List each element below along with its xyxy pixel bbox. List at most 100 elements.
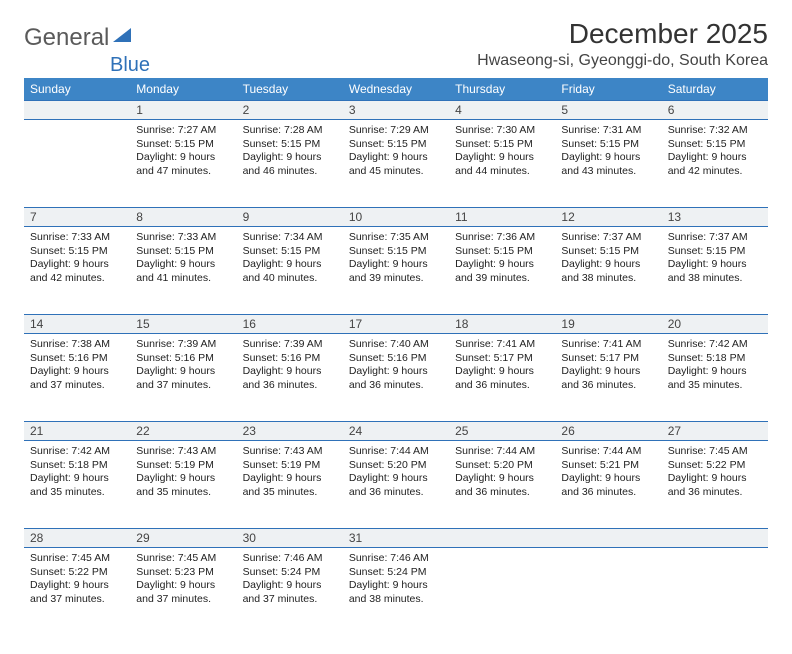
day-number-cell: 3 bbox=[343, 101, 449, 120]
day-number-cell: 17 bbox=[343, 315, 449, 334]
day-detail-cell bbox=[24, 120, 130, 208]
day-detail-text: Sunrise: 7:33 AMSunset: 5:15 PMDaylight:… bbox=[28, 229, 126, 288]
logo-text-blue: Blue bbox=[110, 54, 150, 77]
calendar-page: General December 2025 Hwaseong-si, Gyeon… bbox=[0, 0, 792, 654]
day-number-cell bbox=[24, 101, 130, 120]
weekday-header: Thursday bbox=[449, 78, 555, 101]
day-detail-text: Sunrise: 7:37 AMSunset: 5:15 PMDaylight:… bbox=[559, 229, 657, 288]
day-detail-cell: Sunrise: 7:34 AMSunset: 5:15 PMDaylight:… bbox=[237, 227, 343, 315]
day-detail-text: Sunrise: 7:28 AMSunset: 5:15 PMDaylight:… bbox=[241, 122, 339, 181]
calendar-table: SundayMondayTuesdayWednesdayThursdayFrid… bbox=[24, 78, 768, 636]
day-detail-cell: Sunrise: 7:45 AMSunset: 5:23 PMDaylight:… bbox=[130, 548, 236, 636]
day-detail-text: Sunrise: 7:42 AMSunset: 5:18 PMDaylight:… bbox=[666, 336, 764, 395]
day-detail-text: Sunrise: 7:44 AMSunset: 5:20 PMDaylight:… bbox=[453, 443, 551, 502]
day-number-cell: 12 bbox=[555, 208, 661, 227]
calendar-header-row: SundayMondayTuesdayWednesdayThursdayFrid… bbox=[24, 78, 768, 101]
day-detail-cell: Sunrise: 7:43 AMSunset: 5:19 PMDaylight:… bbox=[130, 441, 236, 529]
day-number-cell: 24 bbox=[343, 422, 449, 441]
day-detail-cell: Sunrise: 7:32 AMSunset: 5:15 PMDaylight:… bbox=[662, 120, 768, 208]
weekday-header: Friday bbox=[555, 78, 661, 101]
day-detail-cell bbox=[662, 548, 768, 636]
day-number-cell: 13 bbox=[662, 208, 768, 227]
weekday-header: Wednesday bbox=[343, 78, 449, 101]
day-number-row: 78910111213 bbox=[24, 208, 768, 227]
day-number-cell: 21 bbox=[24, 422, 130, 441]
day-number-row: 21222324252627 bbox=[24, 422, 768, 441]
day-detail-text: Sunrise: 7:33 AMSunset: 5:15 PMDaylight:… bbox=[134, 229, 232, 288]
day-detail-cell: Sunrise: 7:33 AMSunset: 5:15 PMDaylight:… bbox=[24, 227, 130, 315]
day-detail-text: Sunrise: 7:35 AMSunset: 5:15 PMDaylight:… bbox=[347, 229, 445, 288]
day-detail-cell bbox=[555, 548, 661, 636]
day-detail-text: Sunrise: 7:41 AMSunset: 5:17 PMDaylight:… bbox=[453, 336, 551, 395]
day-number-cell: 28 bbox=[24, 529, 130, 548]
day-detail-cell: Sunrise: 7:39 AMSunset: 5:16 PMDaylight:… bbox=[130, 334, 236, 422]
day-number-cell: 16 bbox=[237, 315, 343, 334]
day-detail-text: Sunrise: 7:39 AMSunset: 5:16 PMDaylight:… bbox=[241, 336, 339, 395]
day-detail-text: Sunrise: 7:36 AMSunset: 5:15 PMDaylight:… bbox=[453, 229, 551, 288]
day-number-cell: 25 bbox=[449, 422, 555, 441]
day-detail-text: Sunrise: 7:43 AMSunset: 5:19 PMDaylight:… bbox=[241, 443, 339, 502]
day-detail-text: Sunrise: 7:38 AMSunset: 5:16 PMDaylight:… bbox=[28, 336, 126, 395]
day-detail-cell: Sunrise: 7:46 AMSunset: 5:24 PMDaylight:… bbox=[237, 548, 343, 636]
day-number-cell: 22 bbox=[130, 422, 236, 441]
day-detail-text: Sunrise: 7:31 AMSunset: 5:15 PMDaylight:… bbox=[559, 122, 657, 181]
day-detail-cell: Sunrise: 7:35 AMSunset: 5:15 PMDaylight:… bbox=[343, 227, 449, 315]
day-detail-text: Sunrise: 7:30 AMSunset: 5:15 PMDaylight:… bbox=[453, 122, 551, 181]
day-number-cell: 4 bbox=[449, 101, 555, 120]
day-number-cell: 15 bbox=[130, 315, 236, 334]
day-number-cell: 10 bbox=[343, 208, 449, 227]
day-number-cell: 8 bbox=[130, 208, 236, 227]
day-number-cell: 27 bbox=[662, 422, 768, 441]
day-detail-row: Sunrise: 7:45 AMSunset: 5:22 PMDaylight:… bbox=[24, 548, 768, 636]
day-detail-cell: Sunrise: 7:44 AMSunset: 5:21 PMDaylight:… bbox=[555, 441, 661, 529]
day-number-cell: 31 bbox=[343, 529, 449, 548]
day-detail-cell: Sunrise: 7:40 AMSunset: 5:16 PMDaylight:… bbox=[343, 334, 449, 422]
day-number-cell: 1 bbox=[130, 101, 236, 120]
day-detail-text: Sunrise: 7:44 AMSunset: 5:21 PMDaylight:… bbox=[559, 443, 657, 502]
day-detail-row: Sunrise: 7:33 AMSunset: 5:15 PMDaylight:… bbox=[24, 227, 768, 315]
day-number-cell: 23 bbox=[237, 422, 343, 441]
day-detail-cell: Sunrise: 7:36 AMSunset: 5:15 PMDaylight:… bbox=[449, 227, 555, 315]
day-detail-cell: Sunrise: 7:41 AMSunset: 5:17 PMDaylight:… bbox=[449, 334, 555, 422]
weekday-header: Sunday bbox=[24, 78, 130, 101]
day-number-cell: 11 bbox=[449, 208, 555, 227]
day-detail-cell: Sunrise: 7:42 AMSunset: 5:18 PMDaylight:… bbox=[24, 441, 130, 529]
day-detail-text: Sunrise: 7:39 AMSunset: 5:16 PMDaylight:… bbox=[134, 336, 232, 395]
day-detail-text: Sunrise: 7:42 AMSunset: 5:18 PMDaylight:… bbox=[28, 443, 126, 502]
day-detail-cell: Sunrise: 7:38 AMSunset: 5:16 PMDaylight:… bbox=[24, 334, 130, 422]
day-detail-text: Sunrise: 7:40 AMSunset: 5:16 PMDaylight:… bbox=[347, 336, 445, 395]
day-detail-cell: Sunrise: 7:44 AMSunset: 5:20 PMDaylight:… bbox=[343, 441, 449, 529]
day-number-cell: 19 bbox=[555, 315, 661, 334]
day-number-cell bbox=[662, 529, 768, 548]
day-detail-text: Sunrise: 7:32 AMSunset: 5:15 PMDaylight:… bbox=[666, 122, 764, 181]
day-detail-text: Sunrise: 7:46 AMSunset: 5:24 PMDaylight:… bbox=[347, 550, 445, 609]
calendar-body: 123456Sunrise: 7:27 AMSunset: 5:15 PMDay… bbox=[24, 101, 768, 636]
weekday-header: Saturday bbox=[662, 78, 768, 101]
location-subtitle: Hwaseong-si, Gyeonggi-do, South Korea bbox=[477, 52, 768, 70]
day-number-cell: 14 bbox=[24, 315, 130, 334]
logo-text-general: General bbox=[24, 24, 109, 52]
day-detail-text: Sunrise: 7:45 AMSunset: 5:22 PMDaylight:… bbox=[666, 443, 764, 502]
day-number-cell bbox=[449, 529, 555, 548]
day-number-cell: 6 bbox=[662, 101, 768, 120]
day-detail-text: Sunrise: 7:45 AMSunset: 5:22 PMDaylight:… bbox=[28, 550, 126, 609]
day-detail-cell: Sunrise: 7:44 AMSunset: 5:20 PMDaylight:… bbox=[449, 441, 555, 529]
day-detail-text: Sunrise: 7:34 AMSunset: 5:15 PMDaylight:… bbox=[241, 229, 339, 288]
day-detail-cell: Sunrise: 7:28 AMSunset: 5:15 PMDaylight:… bbox=[237, 120, 343, 208]
day-number-cell bbox=[555, 529, 661, 548]
day-detail-cell: Sunrise: 7:31 AMSunset: 5:15 PMDaylight:… bbox=[555, 120, 661, 208]
day-detail-row: Sunrise: 7:38 AMSunset: 5:16 PMDaylight:… bbox=[24, 334, 768, 422]
day-number-row: 14151617181920 bbox=[24, 315, 768, 334]
day-number-row: 28293031 bbox=[24, 529, 768, 548]
day-number-cell: 26 bbox=[555, 422, 661, 441]
day-detail-text: Sunrise: 7:29 AMSunset: 5:15 PMDaylight:… bbox=[347, 122, 445, 181]
day-number-cell: 30 bbox=[237, 529, 343, 548]
day-detail-text: Sunrise: 7:45 AMSunset: 5:23 PMDaylight:… bbox=[134, 550, 232, 609]
day-detail-text: Sunrise: 7:43 AMSunset: 5:19 PMDaylight:… bbox=[134, 443, 232, 502]
day-detail-cell: Sunrise: 7:42 AMSunset: 5:18 PMDaylight:… bbox=[662, 334, 768, 422]
day-number-cell: 18 bbox=[449, 315, 555, 334]
day-detail-cell: Sunrise: 7:43 AMSunset: 5:19 PMDaylight:… bbox=[237, 441, 343, 529]
day-detail-row: Sunrise: 7:42 AMSunset: 5:18 PMDaylight:… bbox=[24, 441, 768, 529]
day-detail-cell: Sunrise: 7:45 AMSunset: 5:22 PMDaylight:… bbox=[24, 548, 130, 636]
day-detail-cell: Sunrise: 7:45 AMSunset: 5:22 PMDaylight:… bbox=[662, 441, 768, 529]
